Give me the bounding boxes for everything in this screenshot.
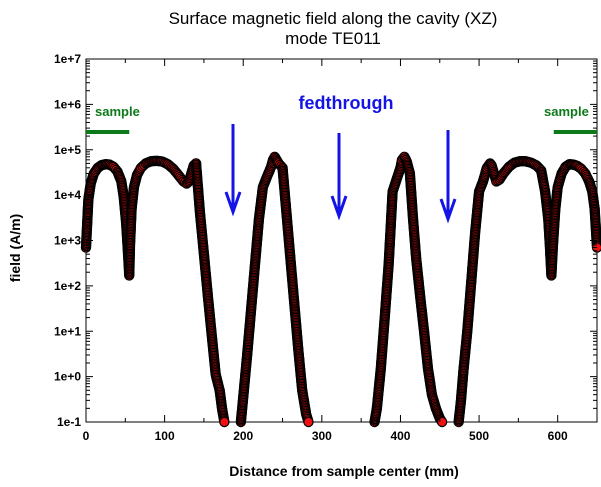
feedthrough-arrow-head [439, 198, 457, 224]
y-tick-label: 1e+4 [54, 188, 81, 202]
y-tick-label: 1e+7 [54, 52, 81, 66]
x-tick-label: 400 [390, 429, 410, 443]
chart-subtitle: mode TE011 [285, 29, 381, 48]
x-tick-label: 100 [155, 429, 175, 443]
y-tick-label: 1e+3 [54, 234, 81, 248]
x-tick-label: 300 [312, 429, 332, 443]
data-point [303, 416, 314, 428]
x-tick-label: 600 [548, 429, 568, 443]
y-tick-label: 1e+5 [54, 143, 81, 157]
feedthrough-arrow-head [330, 195, 348, 221]
x-tick-label: 0 [83, 429, 90, 443]
y-tick-label: 1e+2 [54, 279, 81, 293]
chart-title: Surface magnetic field along the cavity … [169, 9, 498, 28]
plot-area [85, 58, 598, 423]
annotation-sample-right: sample [544, 104, 589, 119]
y-tick-label: 1e+1 [54, 324, 81, 338]
x-tick-label: 500 [469, 429, 489, 443]
feedthrough-arrow-head [224, 191, 242, 217]
annotation-feedthrough: fedthrough [299, 93, 394, 113]
y-tick-label: 1e+0 [54, 370, 81, 384]
y-tick-label: 1e-1 [57, 415, 81, 429]
annotation-sample-left: sample [95, 104, 140, 119]
plot-frame [85, 58, 598, 423]
x-tick-label: 200 [233, 429, 253, 443]
data-point [219, 416, 230, 428]
data-point [436, 416, 448, 428]
data-markers [80, 151, 601, 428]
axes: 0 100 200 300 400 500 600 1e-1 1e+0 1e+1 1e+2 1e+3 1… [54, 52, 597, 443]
y-axis-label: field (A/m) [7, 214, 23, 282]
y-tick-label: 1e+6 [54, 97, 81, 111]
x-axis-label: Distance from sample center (mm) [229, 463, 459, 479]
annotations: sample sample fedthrough [86, 93, 597, 224]
